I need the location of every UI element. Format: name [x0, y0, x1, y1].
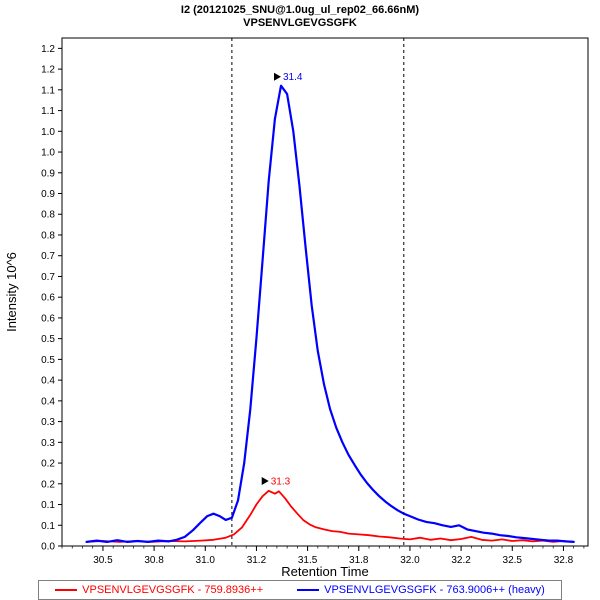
y-tick-label: 1.2 — [41, 44, 55, 55]
y-tick-label: 0.3 — [41, 417, 55, 428]
y-tick-label: 0.5 — [41, 334, 55, 345]
legend-entry-heavy: VPSENVLGEVGSGFK - 763.9006++ (heavy) — [297, 584, 545, 596]
legend-label-heavy: VPSENVLGEVGSGFK - 763.9006++ (heavy) — [324, 584, 545, 596]
legend-line-sample-blue — [297, 589, 320, 591]
y-tick-label: 1.2 — [41, 65, 55, 76]
y-tick-label: 0.5 — [41, 355, 55, 366]
y-tick-label: 0.6 — [41, 313, 55, 324]
peak-rt-annotation: 31.3 — [271, 477, 291, 488]
peak-arrow-icon — [273, 72, 281, 81]
y-tick-label: 0.1 — [41, 500, 55, 511]
y-tick-label: 0.2 — [41, 479, 55, 490]
chart-title: I2 (20121025_SNU@1.0ug_ul_rep02_66.66nM) — [180, 4, 420, 16]
legend-box: VPSENVLGEVGSGFK - 759.8936++ VPSENVLGEVG… — [38, 580, 562, 600]
y-tick-label: 1.1 — [41, 106, 55, 117]
y-tick-label: 0.4 — [41, 376, 55, 387]
y-tick-label: 0.3 — [41, 438, 55, 449]
legend-entry-light: VPSENVLGEVGSGFK - 759.8936++ — [55, 584, 263, 596]
y-tick-label: 0.8 — [41, 230, 55, 241]
y-tick-label: 0.7 — [41, 251, 55, 262]
chromatogram-plot: 30.5 30.8 31.0 31.2 31.5 31.8 32.0 32.2 32.5 32.8… — [4, 37, 589, 578]
y-tick-label: 0.7 — [41, 272, 55, 283]
legend-line-sample-red — [55, 589, 78, 591]
peak-arrow-icon — [261, 477, 269, 486]
trace-heavy — [85, 84, 575, 543]
y-tick-label: 0.4 — [41, 396, 55, 407]
y-axis-title: Intensity 10^6 — [4, 252, 19, 332]
chart-subtitle: VPSENVLGEVGSGFK — [243, 17, 357, 29]
y-tick-label: 0.0 — [41, 542, 55, 553]
trace-light — [85, 489, 575, 543]
x-tick-label: 32.5 — [503, 555, 523, 566]
y-tick-label: 1.1 — [41, 85, 55, 96]
x-tick-label: 31.0 — [196, 555, 216, 566]
y-tick-label: 0.9 — [41, 189, 55, 200]
x-tick-label: 31.8 — [349, 555, 369, 566]
x-tick-label: 32.8 — [554, 555, 574, 566]
chart-titles: I2 (20121025_SNU@1.0ug_ul_rep02_66.66nM)… — [0, 0, 600, 30]
y-tick-label: 0.8 — [41, 210, 55, 221]
peak-rt-annotation: 31.4 — [283, 72, 303, 83]
x-tick-label: 31.5 — [298, 555, 318, 566]
x-axis-title: Retention Time — [281, 564, 368, 578]
x-tick-label: 30.8 — [144, 555, 164, 566]
y-tick-label: 0.2 — [41, 459, 55, 470]
y-tick-label: 1.0 — [41, 127, 55, 138]
y-tick-label: 1.0 — [41, 148, 55, 159]
x-tick-label: 31.2 — [247, 555, 267, 566]
y-tick-label: 0.9 — [41, 168, 55, 179]
legend-label-light: VPSENVLGEVGSGFK - 759.8936++ — [82, 584, 264, 596]
x-tick-label: 32.0 — [400, 555, 420, 566]
y-tick-label: 0.6 — [41, 293, 55, 304]
y-tick-label: 0.1 — [41, 521, 55, 532]
legend: VPSENVLGEVGSGFK - 759.8936++ VPSENVLGEVG… — [0, 580, 600, 600]
x-tick-label: 32.2 — [451, 555, 471, 566]
plot-frame — [61, 37, 589, 547]
x-tick-label: 30.5 — [93, 555, 113, 566]
